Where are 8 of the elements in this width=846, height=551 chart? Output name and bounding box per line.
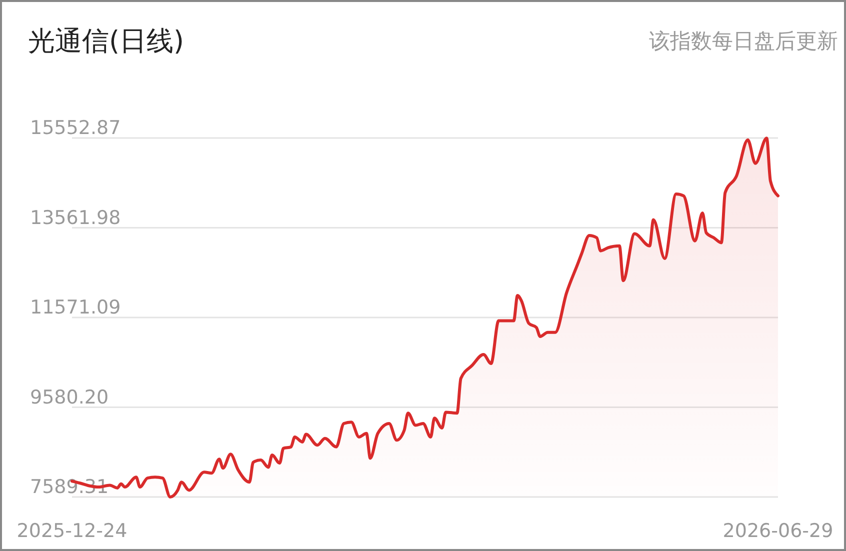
y-tick-label: 15552.87	[30, 117, 121, 139]
y-tick-label: 9580.20	[30, 386, 109, 408]
x-tick-label: 2025-12-24	[16, 520, 128, 542]
y-tick-label: 11571.09	[30, 296, 121, 318]
chart-subtitle: 该指数每日盘后更新	[649, 29, 838, 53]
x-tick-label: 2026-06-29	[722, 520, 834, 542]
chart-title: 光通信(日线)	[28, 26, 184, 57]
y-tick-label: 13561.98	[30, 206, 121, 229]
